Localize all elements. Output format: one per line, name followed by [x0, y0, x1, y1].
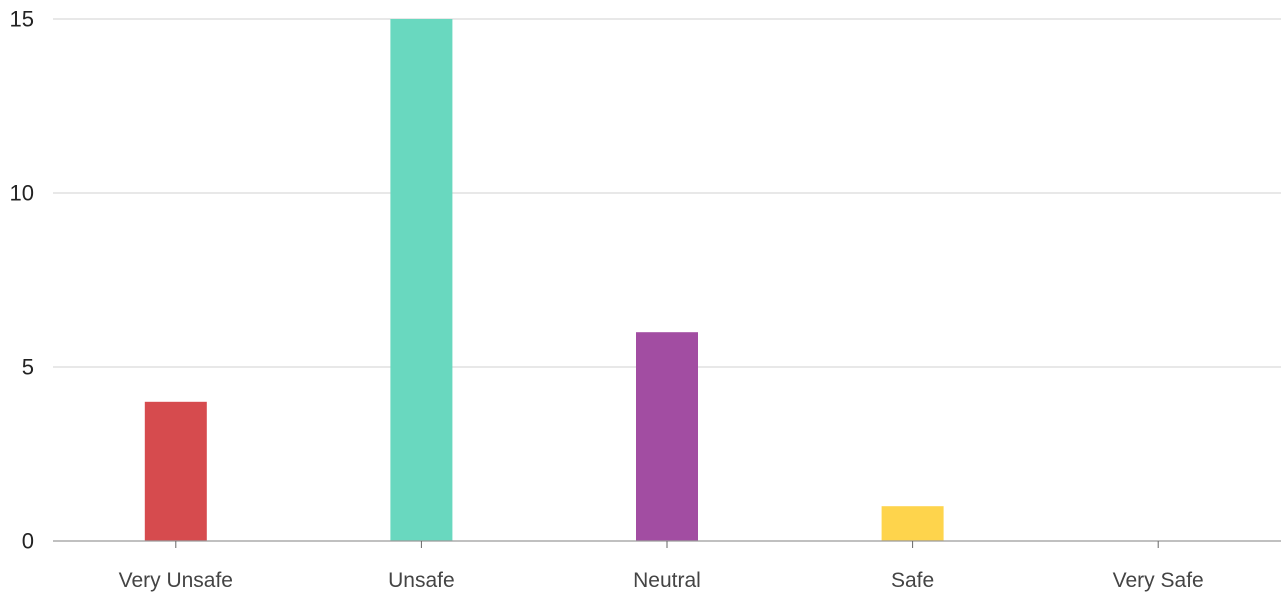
- x-tick-label: Neutral: [633, 569, 701, 592]
- y-tick-label: 15: [10, 7, 34, 32]
- x-tick-label: Unsafe: [388, 569, 455, 592]
- bars: [144, 19, 944, 541]
- y-tick-label: 0: [22, 529, 34, 554]
- y-tick-label: 10: [10, 181, 34, 206]
- bar-3: [881, 506, 944, 541]
- y-tick-label: 5: [22, 355, 34, 380]
- gridlines: [53, 18, 1281, 368]
- bar-2: [636, 332, 698, 541]
- x-tick-label: Very Unsafe: [119, 569, 233, 592]
- x-axis: Very Unsafe Unsafe Neutral Safe Very Safe: [53, 540, 1281, 592]
- bar-1: [390, 19, 453, 541]
- y-axis-tick-labels: 0 5 10 15: [10, 7, 34, 554]
- bar-0: [144, 401, 207, 541]
- x-tick-label: Very Safe: [1113, 569, 1204, 592]
- x-tick-label: Safe: [891, 569, 934, 592]
